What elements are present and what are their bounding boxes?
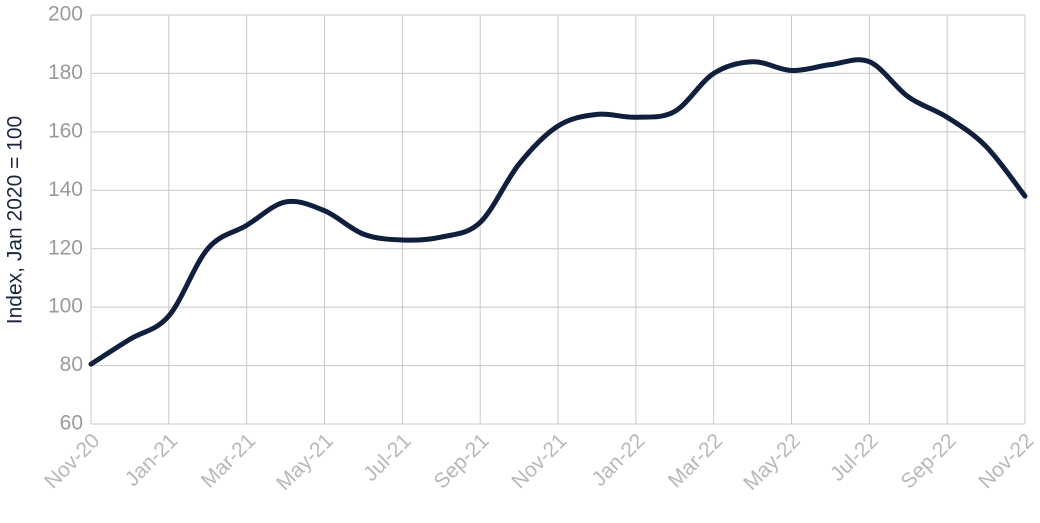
y-tick-label: 140 xyxy=(48,178,83,201)
x-tick-label: Nov-22 xyxy=(974,429,1038,493)
x-tick-label: Nov-20 xyxy=(40,429,104,493)
x-tick-label: Nov-21 xyxy=(507,429,571,493)
y-tick-label: 180 xyxy=(48,61,83,84)
y-tick-label: 80 xyxy=(60,353,83,376)
x-tick-label: Sep-22 xyxy=(896,429,960,493)
y-tick-label: 100 xyxy=(48,295,83,318)
x-tick-label: Sep-21 xyxy=(429,429,493,493)
x-tick-label: Jan-22 xyxy=(588,429,650,491)
y-tick-label: 60 xyxy=(60,412,83,435)
x-tick-label: Mar-22 xyxy=(664,429,727,492)
x-tick-label: May-21 xyxy=(272,429,338,495)
y-axis-title: Index, Jan 2020 = 100 xyxy=(4,116,27,324)
x-tick-label: May-22 xyxy=(739,429,805,495)
line xyxy=(88,57,1028,367)
y-tick-label: 160 xyxy=(48,119,83,142)
x-tick-label: Jul-21 xyxy=(359,429,416,486)
x-tick-label: Mar-21 xyxy=(197,429,260,492)
y-tick-label: 120 xyxy=(48,236,83,259)
x-tick-label: Jan-21 xyxy=(121,429,183,491)
x-tick-label: Jul-22 xyxy=(826,429,883,486)
y-tick-label: 200 xyxy=(48,3,83,26)
